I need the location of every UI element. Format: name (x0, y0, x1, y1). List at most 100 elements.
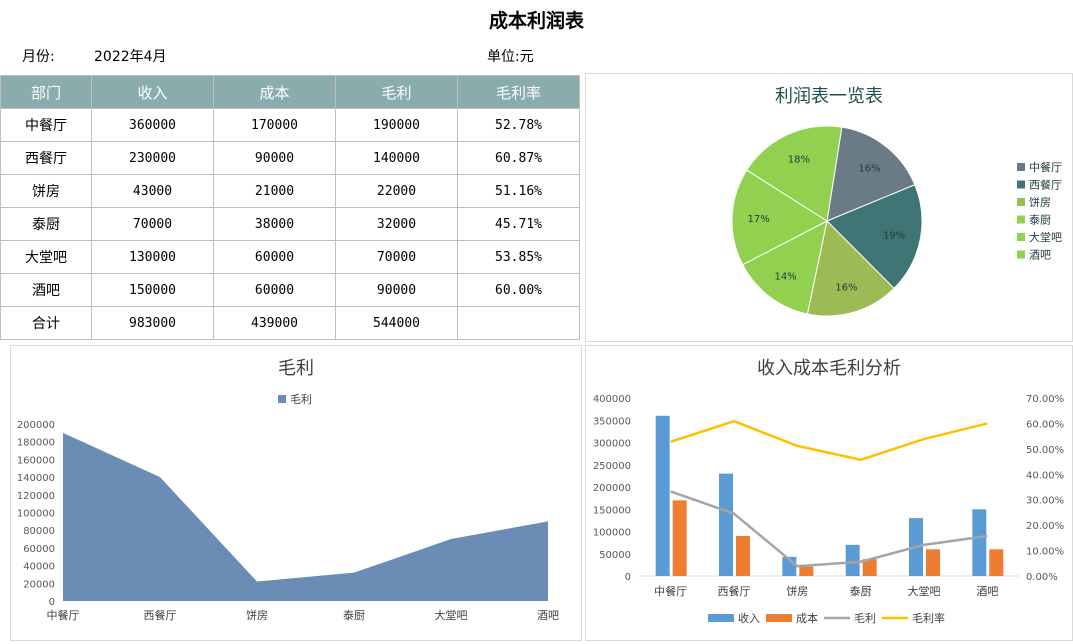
x-tick-label: 中餐厅 (654, 584, 687, 598)
legend-item[interactable]: 毛利 (290, 393, 312, 406)
table-row: 西餐厅 230000 90000 140000 60.87% (0, 141, 580, 175)
x-tick-label: 酒吧 (537, 609, 559, 622)
value-cell[interactable]: 544000 (335, 306, 458, 340)
legend-item[interactable]: 中餐厅 (1029, 160, 1062, 174)
value-cell[interactable]: 38000 (213, 207, 336, 241)
y-tick-label: 60000 (23, 544, 55, 555)
value-cell[interactable]: 32000 (335, 207, 458, 241)
value-cell[interactable]: 43000 (91, 174, 214, 208)
value-cell[interactable]: 150000 (91, 273, 214, 307)
col-header-revenue[interactable]: 收入 (91, 75, 214, 109)
col-header-gross-profit[interactable]: 毛利 (335, 75, 458, 109)
legend-item[interactable]: 西餐厅 (1029, 178, 1062, 192)
area-chart[interactable]: 毛利 毛利 0 20000 40000 60000 80000 100000 120000 140… (10, 345, 582, 641)
value-cell[interactable]: 70000 (335, 240, 458, 274)
value-cell[interactable]: 983000 (91, 306, 214, 340)
month-value: 2022年4月 (94, 49, 167, 65)
value-cell[interactable]: 140000 (335, 141, 458, 175)
department-cell[interactable]: 酒吧 (0, 273, 92, 307)
value-cell[interactable]: 53.85% (457, 240, 580, 274)
table-row: 中餐厅 360000 170000 190000 52.78% (0, 108, 580, 142)
pie-chart[interactable]: 利润表一览表 16% 19% 16% 14% 17% 18% 中餐厅 西餐厅 饼房 泰厨 大堂吧 酒吧 (585, 73, 1073, 342)
value-cell[interactable]: 21000 (213, 174, 336, 208)
y-tick-label: 200000 (593, 483, 631, 494)
department-cell[interactable]: 中餐厅 (0, 108, 92, 142)
value-cell[interactable]: 360000 (91, 108, 214, 142)
bar-成本[interactable] (799, 566, 814, 576)
area-chart-canvas: 毛利毛利020000400006000080000100000120000140… (17, 358, 559, 622)
department-cell[interactable]: 泰厨 (0, 207, 92, 241)
value-cell[interactable]: 130000 (91, 240, 214, 274)
legend-item[interactable]: 毛利 (854, 612, 876, 625)
y2-tick-label: 50.00% (1026, 445, 1064, 456)
bar-成本[interactable] (926, 549, 940, 576)
legend-item[interactable]: 酒吧 (1029, 249, 1051, 262)
line-毛利率[interactable] (670, 419, 988, 462)
pie-slice[interactable] (826, 126, 916, 222)
department-cell[interactable]: 西餐厅 (0, 141, 92, 175)
bar-成本[interactable] (862, 559, 877, 576)
value-cell[interactable]: 60.87% (457, 141, 580, 175)
x-tick-label: 大堂吧 (908, 584, 941, 598)
x-tick-label: 中餐厅 (47, 608, 80, 622)
y-tick-label: 150000 (593, 505, 631, 516)
col-header-margin[interactable]: 毛利率 (457, 75, 580, 109)
y-tick-label: 100000 (17, 509, 55, 520)
department-cell[interactable]: 大堂吧 (0, 240, 92, 274)
legend-item[interactable]: 收入 (738, 611, 760, 625)
legend-swatch-icon (766, 614, 792, 622)
area-series[interactable] (63, 432, 548, 601)
legend-item[interactable]: 毛利率 (912, 611, 945, 625)
value-cell[interactable]: 22000 (335, 174, 458, 208)
area-chart-title: 毛利 (278, 358, 314, 379)
value-cell[interactable]: 52.78% (457, 108, 580, 142)
value-cell[interactable]: 190000 (335, 108, 458, 142)
value-cell[interactable]: 90000 (213, 141, 336, 175)
pie-slice[interactable] (746, 125, 843, 222)
bar-成本[interactable] (672, 500, 687, 576)
value-cell[interactable]: 70000 (91, 207, 214, 241)
line-毛利[interactable] (670, 490, 988, 568)
legend-item[interactable]: 成本 (796, 611, 818, 625)
department-cell[interactable]: 饼房 (0, 174, 92, 208)
y-tick-label: 80000 (23, 526, 55, 537)
table-row: 合计 983000 439000 544000 (0, 306, 580, 340)
y2-tick-label: 30.00% (1026, 496, 1064, 507)
bar-收入[interactable] (655, 415, 670, 576)
col-header-cost[interactable]: 成本 (213, 75, 336, 109)
y-tick-label: 160000 (17, 455, 55, 466)
legend-item[interactable]: 泰厨 (1029, 213, 1051, 227)
value-cell[interactable]: 60.00% (457, 273, 580, 307)
bar-收入[interactable] (845, 544, 860, 576)
pie-slice[interactable] (806, 219, 895, 317)
bar-成本[interactable] (736, 535, 750, 576)
value-cell[interactable]: 90000 (335, 273, 458, 307)
legend-item[interactable]: 饼房 (1029, 195, 1051, 209)
bar-收入[interactable] (719, 473, 733, 576)
y-tick-label: 180000 (17, 438, 55, 449)
y2-tick-label: 60.00% (1026, 419, 1064, 430)
bar-收入[interactable] (972, 509, 987, 576)
value-cell[interactable]: 60000 (213, 240, 336, 274)
value-cell[interactable]: 51.16% (457, 174, 580, 208)
value-cell[interactable] (457, 306, 580, 340)
legend-swatch-icon (1017, 198, 1025, 206)
table-row: 饼房 43000 21000 22000 51.16% (0, 174, 580, 208)
value-cell[interactable]: 439000 (213, 306, 336, 340)
value-cell[interactable]: 60000 (213, 273, 336, 307)
combo-chart[interactable]: 收入成本毛利分析 0 50000 100000 150000 200000 250000 30… (585, 345, 1073, 641)
pie-slice[interactable] (741, 220, 828, 315)
value-cell[interactable]: 170000 (213, 108, 336, 142)
col-header-department[interactable]: 部门 (0, 75, 92, 109)
bar-成本[interactable] (989, 549, 1004, 576)
y-tick-label: 250000 (593, 461, 631, 472)
pie-slice[interactable] (731, 169, 829, 266)
value-cell[interactable]: 230000 (91, 141, 214, 175)
legend-item[interactable]: 大堂吧 (1029, 230, 1062, 244)
department-cell[interactable]: 合计 (0, 306, 92, 340)
value-cell[interactable]: 45.71% (457, 207, 580, 241)
pie-slice[interactable] (826, 184, 923, 290)
pie-data-label: 18% (788, 155, 810, 166)
table-row: 大堂吧 130000 60000 70000 53.85% (0, 240, 580, 274)
legend-swatch-icon (1017, 250, 1025, 259)
